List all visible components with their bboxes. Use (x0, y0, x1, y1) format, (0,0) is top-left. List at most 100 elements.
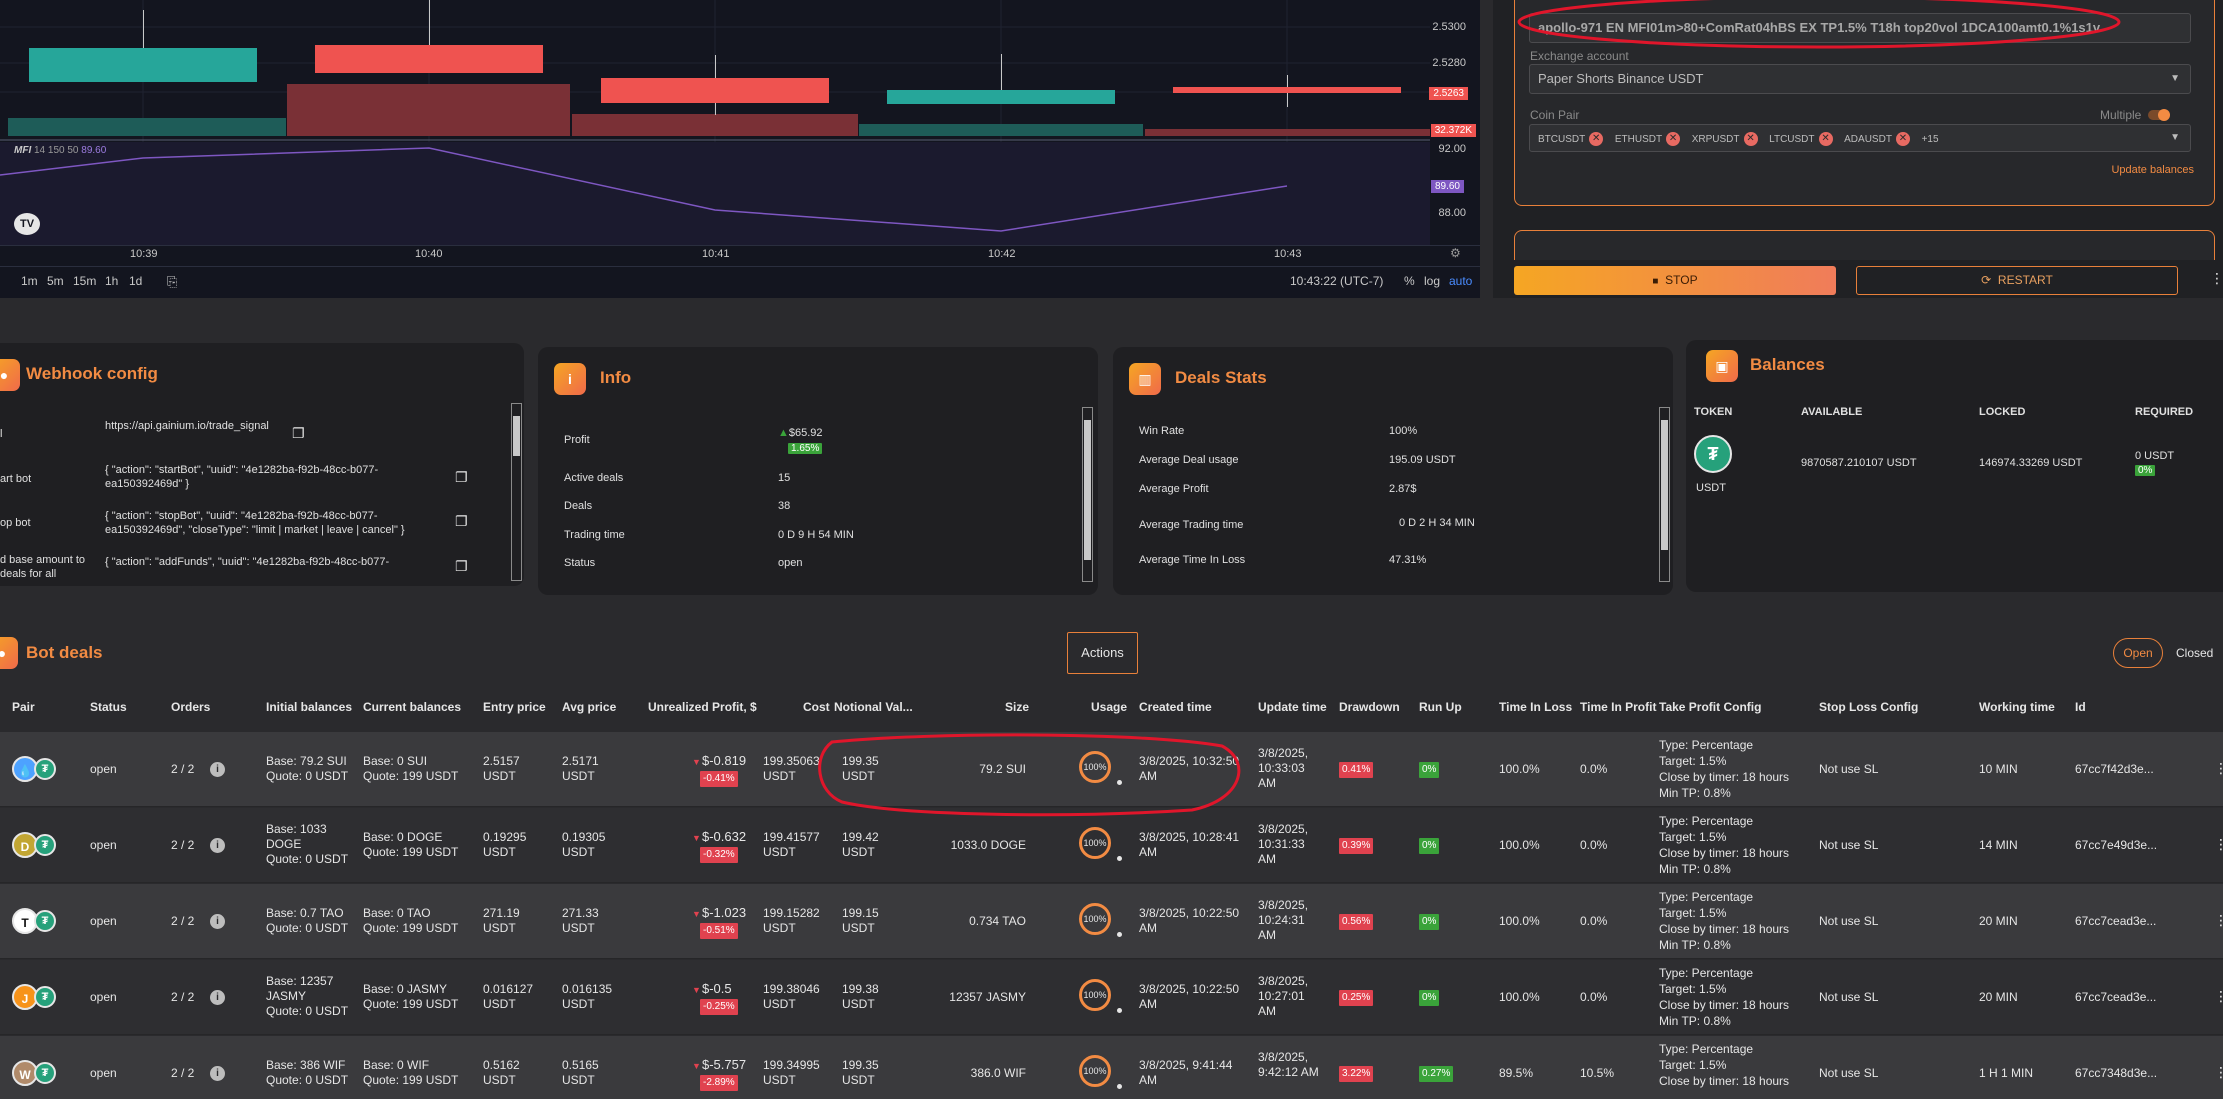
row-menu-icon[interactable]: ⋮ (2214, 1064, 2223, 1080)
candle-down (315, 45, 543, 73)
created-time-ampm: AM (1139, 1073, 1157, 1087)
avg-price: 2.5171 (562, 754, 599, 768)
price-chart[interactable]: MFI 14 150 50 89.60 2.5300 2.5280 2.5263… (0, 0, 1480, 298)
col-unrealized-profit[interactable]: Unrealized Profit, $ (648, 700, 757, 714)
col-orders[interactable]: Orders (171, 700, 211, 714)
percent-scale-button[interactable]: % (1404, 274, 1415, 288)
col-notional[interactable]: Notional Val... (834, 700, 913, 714)
tab-open[interactable]: Open (2113, 638, 2163, 668)
date-range-icon[interactable]: ⎘ (167, 274, 178, 289)
col-id[interactable]: Id (2075, 700, 2086, 714)
chart-settings-icon[interactable]: ⚙ (1450, 246, 1461, 260)
coin-chip[interactable]: ETHUSDT ✕ (1615, 127, 1681, 153)
table-row[interactable]: W ₮ open 2 / 2 i Base: 386 WIF Quote: 0 USDT Ba… (0, 1036, 2223, 1099)
coin-pair-select[interactable]: BTCUSDT ✕ ETHUSDT ✕ XRPUSDT ✕ LTCUSDT ✕ ADAU… (1529, 124, 2191, 152)
profit-value: ▲$65.92 (778, 427, 823, 439)
table-row[interactable]: D ₮ open 2 / 2 i Base: 1033 DOGE Quote: 0 USDT B… (0, 808, 2223, 883)
more-options-icon[interactable]: ⋮ (2210, 270, 2223, 286)
copy-icon[interactable]: ❐ (455, 558, 468, 574)
candle-wick (143, 10, 144, 70)
entry-price: 0.5162 (483, 1058, 520, 1072)
col-status[interactable]: Status (90, 700, 127, 714)
remove-chip-icon[interactable]: ✕ (1589, 132, 1604, 147)
log-scale-button[interactable]: log (1424, 274, 1441, 288)
col-update-time[interactable]: Update time (1258, 700, 1327, 714)
table-row[interactable]: 💧 ₮ open 2 / 2 i Base: 79.2 SUI Quote: 0 USDT B… (0, 732, 2223, 807)
col-drawdown[interactable]: Drawdown (1339, 700, 1400, 714)
remove-chip-icon[interactable]: ✕ (1895, 132, 1910, 147)
coin-chip[interactable]: LTCUSDT ✕ (1769, 127, 1833, 153)
col-current-balances[interactable]: Current balances (363, 700, 462, 714)
info-icon[interactable]: i (210, 914, 225, 929)
col-time-in-profit[interactable]: Time In Profit (1580, 700, 1657, 714)
col-cost[interactable]: Cost (803, 700, 830, 714)
bot-config-panel: apollo-971 EN MFI01m>80+ComRat04hBS EX T… (1493, 0, 2223, 298)
stats-scrollbar[interactable] (1659, 407, 1670, 582)
deal-orders: 2 / 2 (171, 838, 195, 852)
coin-chip[interactable]: BTCUSDT ✕ (1538, 127, 1604, 153)
remove-chip-icon[interactable]: ✕ (1743, 132, 1758, 147)
timeframe-1m[interactable]: 1m (21, 274, 38, 288)
update-balances-link[interactable]: Update balances (2111, 164, 2194, 176)
info-icon[interactable]: i (210, 990, 225, 1005)
trading-time-value: 0 D 9 H 54 MIN (778, 529, 854, 541)
tp-timer: Close by timer: 18 hours (1659, 922, 1790, 936)
webhook-scrollbar[interactable] (511, 403, 522, 581)
drawdown-badge: 0.25% (1339, 990, 1374, 1006)
remove-chip-icon[interactable]: ✕ (1818, 132, 1833, 147)
coin-chip[interactable]: XRPUSDT ✕ (1692, 127, 1758, 153)
multiple-toggle[interactable] (2148, 109, 2170, 121)
timeframe-15m[interactable]: 15m (73, 274, 97, 288)
col-take-profit[interactable]: Take Profit Config (1659, 700, 1762, 714)
info-icon[interactable]: i (210, 762, 225, 777)
indicator-value: 89.60 (81, 145, 107, 156)
tradingview-logo-icon[interactable]: TV (14, 213, 40, 235)
notional-value-unit: USDT (842, 997, 875, 1011)
col-avg-price[interactable]: Avg price (562, 700, 617, 714)
col-time-in-loss[interactable]: Time In Loss (1499, 700, 1573, 714)
unrealized-profit-pct: -0.32% (700, 845, 738, 863)
table-row[interactable]: J ₮ open 2 / 2 i Base: 12357 JASMY Quote: 0 USD… (0, 960, 2223, 1035)
balances-header-required: REQUIRED (2135, 406, 2194, 418)
remove-chip-icon[interactable]: ✕ (1666, 132, 1681, 147)
stat-value: 195.09 USDT (1389, 454, 1456, 466)
row-menu-icon[interactable]: ⋮ (2214, 988, 2223, 1004)
col-run-up[interactable]: Run Up (1419, 700, 1462, 714)
tab-closed[interactable]: Closed (2176, 646, 2214, 660)
row-menu-icon[interactable]: ⋮ (2214, 836, 2223, 852)
copy-icon[interactable]: ❐ (292, 425, 305, 441)
stop-button[interactable]: ■ STOP (1514, 266, 1836, 295)
info-icon[interactable]: i (210, 1066, 225, 1081)
balances-header-token: TOKEN (1694, 406, 1733, 418)
drawdown: 0.41% (1339, 760, 1374, 778)
copy-icon[interactable]: ❐ (455, 513, 468, 529)
timeframe-1h[interactable]: 1h (105, 274, 119, 288)
col-created-time[interactable]: Created time (1139, 700, 1212, 714)
col-entry-price[interactable]: Entry price (483, 700, 546, 714)
col-stop-loss[interactable]: Stop Loss Config (1819, 700, 1919, 714)
row-menu-icon[interactable]: ⋮ (2214, 760, 2223, 776)
col-working-time[interactable]: Working time (1979, 700, 2055, 714)
exchange-account-select[interactable]: Paper Shorts Binance USDT ▼ (1529, 64, 2191, 94)
info-icon[interactable]: i (210, 838, 225, 853)
bot-name-input[interactable]: apollo-971 EN MFI01m>80+ComRat04hBS EX T… (1529, 13, 2191, 43)
unrealized-profit-pct-badge: -0.41% (700, 771, 738, 787)
update-time-clock: 9:42:12 AM (1258, 1065, 1319, 1079)
actions-button[interactable]: Actions (1067, 632, 1138, 674)
deal-cost: 199.41577 (763, 830, 820, 844)
update-time-date: 3/8/2025, (1258, 1050, 1309, 1064)
copy-icon[interactable]: ❐ (455, 469, 468, 485)
restart-button[interactable]: ⟳ RESTART (1856, 266, 2178, 295)
timeframe-5m[interactable]: 5m (47, 274, 64, 288)
col-initial-balances[interactable]: Initial balances (266, 700, 353, 714)
timeframe-1d[interactable]: 1d (129, 274, 143, 288)
info-scrollbar[interactable] (1082, 407, 1093, 582)
table-row[interactable]: T ₮ open 2 / 2 i Base: 0.7 TAO Quote: 0 USDT Ba… (0, 884, 2223, 959)
avg-price: 0.19305 (562, 830, 606, 844)
coin-chip[interactable]: ADAUSDT ✕ (1844, 127, 1910, 153)
auto-scale-button[interactable]: auto (1449, 274, 1473, 288)
col-usage[interactable]: Usage (1091, 700, 1128, 714)
col-size[interactable]: Size (1005, 700, 1030, 714)
col-pair[interactable]: Pair (12, 700, 35, 714)
row-menu-icon[interactable]: ⋮ (2214, 912, 2223, 928)
